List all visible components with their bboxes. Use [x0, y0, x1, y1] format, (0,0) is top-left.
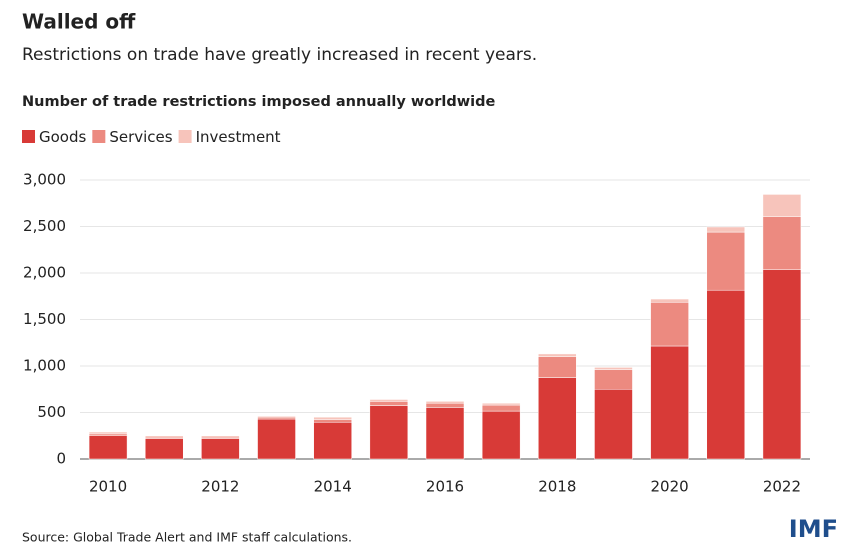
- bar-segment: [762, 216, 802, 270]
- y-tick-label: 1,500: [23, 310, 66, 328]
- bar-segment: [538, 377, 577, 460]
- bar-segment: [313, 416, 352, 420]
- bar-segment: [88, 435, 128, 460]
- bar-segment: [538, 356, 577, 378]
- bar-segment: [594, 367, 633, 370]
- x-tick-label: 2016: [426, 478, 464, 496]
- bar-segment: [201, 438, 240, 460]
- bar-segment: [144, 438, 184, 460]
- bar-segment: [481, 410, 521, 460]
- y-tick-label: 3,000: [23, 171, 66, 189]
- bar-segment: [650, 298, 689, 303]
- bar-segment: [88, 433, 128, 437]
- plot-title: Number of trade restrictions imposed ann…: [22, 94, 495, 110]
- bar-segment: [594, 369, 633, 390]
- bar-segment: [369, 401, 409, 406]
- bar-segment: [425, 407, 465, 460]
- subtitle: Restrictions on trade have greatly incre…: [22, 45, 537, 65]
- bar-segment: [481, 402, 521, 406]
- x-tick-label: 2010: [89, 478, 127, 496]
- y-tick-label: 500: [37, 403, 66, 421]
- source: Source: Global Trade Alert and IMF staff…: [22, 530, 352, 545]
- x-tick-label: 2014: [314, 478, 352, 496]
- legend-swatch: [22, 130, 35, 143]
- bar-segment: [706, 226, 746, 233]
- legend-label: Investment: [196, 128, 281, 146]
- bar-segment: [425, 401, 465, 404]
- bar-segment: [538, 353, 577, 357]
- bar-segment: [650, 345, 689, 460]
- bar-segment: [144, 435, 184, 438]
- legend-swatch: [178, 130, 192, 143]
- bar-segment: [257, 418, 296, 460]
- bar-segment: [313, 422, 352, 460]
- bar-segment: [313, 419, 352, 423]
- bar-segment: [762, 269, 802, 460]
- bar-segment: [201, 435, 240, 438]
- bar-segment: [425, 402, 465, 408]
- bar-segment: [369, 399, 409, 402]
- y-tick-label: 2,500: [23, 217, 66, 235]
- legend-label: Goods: [39, 128, 86, 146]
- x-tick-label: 2018: [538, 478, 576, 496]
- bar-segment: [706, 231, 746, 291]
- x-tick-label: 2022: [763, 478, 801, 496]
- bar-segment: [369, 405, 409, 460]
- legend-label: Services: [109, 128, 172, 146]
- x-tick-label: 2020: [651, 478, 689, 496]
- chart-title: Walled off: [22, 10, 136, 34]
- bar-segment: [706, 289, 746, 460]
- bar-segment: [650, 302, 689, 347]
- bar-segment: [594, 389, 633, 460]
- y-tick-label: 2,000: [23, 264, 66, 282]
- y-tick-label: 0: [56, 450, 66, 468]
- bar-segment: [762, 194, 802, 217]
- bar-segment: [257, 416, 296, 420]
- bar-segment: [481, 404, 521, 412]
- bar-segment: [257, 415, 296, 418]
- y-tick-label: 1,000: [23, 357, 66, 375]
- x-tick-label: 2012: [201, 478, 239, 496]
- legend-swatch: [92, 130, 106, 143]
- bar-segment: [88, 431, 128, 435]
- brand-logo: IMF: [789, 515, 838, 543]
